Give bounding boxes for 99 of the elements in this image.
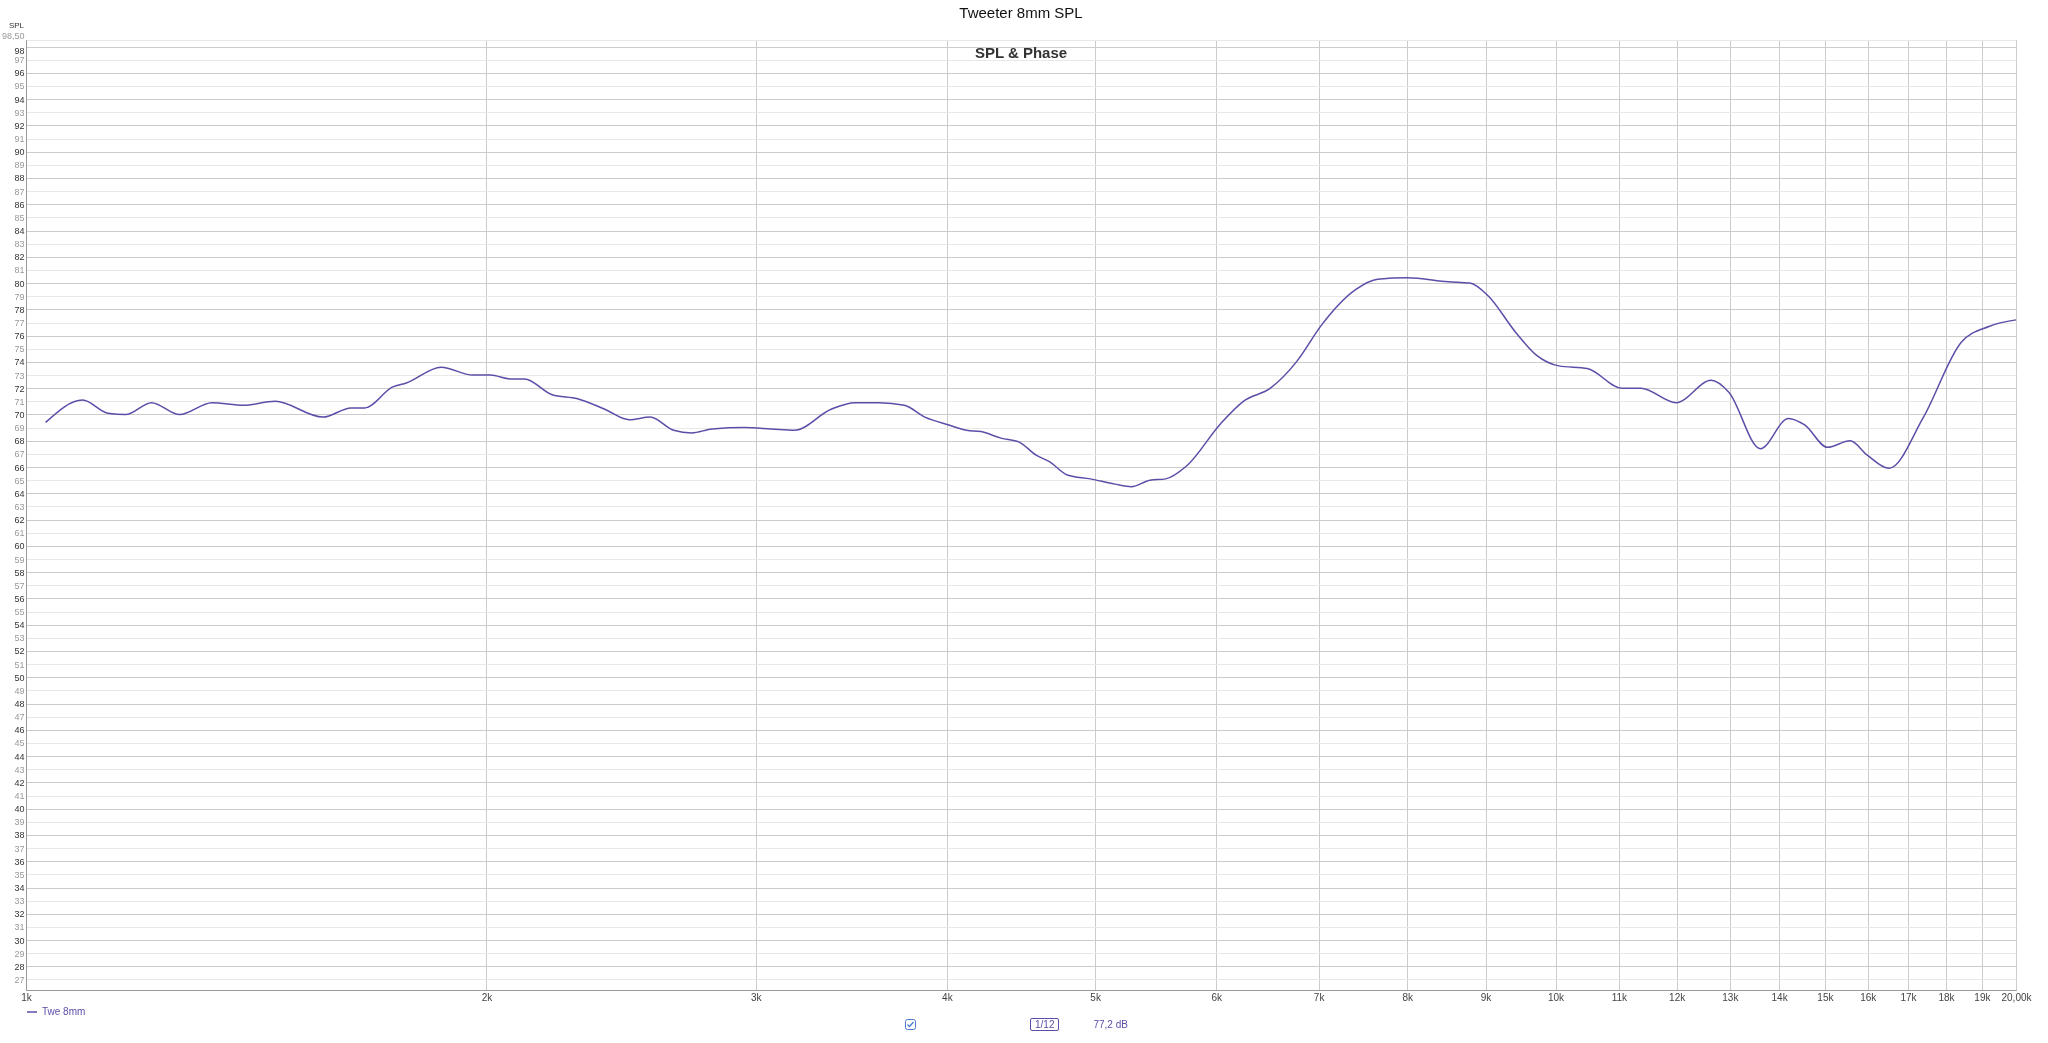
text: 77,2 dB [1093,1019,1128,1030]
y-tick-label: 63 [14,501,25,512]
y-tick-label: 44 [14,751,25,762]
y-tick-label: 66 [14,462,25,473]
x-tick-label: 7k [1313,991,1326,1003]
y-tick-label: 70 [14,409,25,420]
y-tick-label: 88 [14,173,25,184]
y-tick-label: 98 [14,46,25,57]
y-tick-label: 96 [14,68,25,79]
y-tick-label: 93 [14,107,25,118]
legend-label: Twe 8mm [42,1006,86,1017]
x-tick-label: 12k [1669,991,1687,1003]
y-tick-label: 94 [14,94,25,105]
y-tick-label: 97 [14,55,25,66]
y-tick-label: 58 [14,567,25,578]
y-tick-label: 84 [14,226,25,237]
y-tick-label: 50 [14,672,25,683]
x-tick-label: 5k [1090,991,1102,1003]
y-tick-label: 35 [14,869,25,880]
x-tick-label: 16k [1860,991,1878,1003]
y-tick-label: 48 [14,699,25,710]
y-tick-label: 36 [14,856,25,867]
y-tick-label: 54 [14,620,25,631]
x-tick-label: 2k [481,991,494,1003]
x-tick-label: 8k [1402,991,1415,1003]
y-tick-label: 39 [14,817,25,828]
y-tick-label: 49 [14,685,25,696]
y-tick-label: 60 [14,541,25,552]
y-tick-label: 37 [14,843,25,854]
y-tick-label: 64 [14,488,25,499]
y-tick-label: 98,50 [1,30,25,41]
y-tick-label: 28 [14,961,25,972]
y-tick-label: 73 [14,370,25,381]
y-tick-label: 86 [14,199,25,210]
y-tick-label: 62 [14,515,25,526]
x-tick-label: 4k [942,991,954,1003]
x-tick-label: 17k [1900,991,1918,1003]
y-tick-label: 79 [14,291,25,302]
x-tick-label: 9k [1480,991,1493,1003]
y-tick-label: 81 [14,265,25,276]
x-tick-label: 13k [1722,991,1740,1003]
y-tick-label: 33 [14,896,25,907]
x-tick-label: 19k [1974,991,1992,1003]
y-tick-label: 41 [14,791,25,802]
y-axis-title: SPL [8,21,25,30]
y-tick-label: 27 [14,974,25,985]
y-tick-label: 47 [14,712,25,723]
text: 1/12 [1030,1018,1060,1031]
y-tick-label: 91 [14,134,25,145]
x-tick-label: 18k [1938,991,1956,1003]
x-tick-label: 14k [1771,991,1789,1003]
y-tick-label: 53 [14,633,25,644]
x-tick-label: 6k [1211,991,1224,1003]
y-tick-label: 38 [14,830,25,841]
x-tick-label: 11k [1611,991,1629,1003]
y-tick-label: 61 [14,528,25,539]
y-tick-label: 42 [14,777,25,788]
x-tick-label: 1k [21,991,33,1003]
x-tick-label: 20,00k [2001,991,2033,1003]
y-tick-label: 56 [14,593,25,604]
y-tick-label: 32 [14,909,25,920]
y-tick-label: 67 [14,449,25,460]
y-tick-label: 95 [14,81,25,92]
y-tick-label: 76 [14,331,25,342]
x-tick-label: 3k [751,991,763,1003]
y-tick-label: 92 [14,120,25,131]
y-tick-label: 31 [14,922,25,933]
y-tick-label: 75 [14,344,25,355]
y-tick-label: 90 [14,147,25,158]
y-tick-label: 68 [14,436,25,447]
y-tick-label: 29 [14,948,25,959]
x-tick-label: 10k [1547,991,1566,1003]
y-tick-label: 89 [14,160,25,171]
y-tick-label: 78 [14,304,25,315]
y-tick-label: 72 [14,383,25,394]
y-tick-label: 43 [14,764,25,775]
y-tick-label: 85 [14,212,25,223]
y-tick-label: 80 [14,278,25,289]
y-tick-label: 65 [14,475,25,486]
y-tick-label: 40 [14,804,25,815]
chart-subtitle: SPL & Phase [974,44,1068,61]
y-tick-label: 83 [14,239,25,250]
x-tick-label: 15k [1817,991,1835,1003]
y-tick-label: 82 [14,252,25,263]
y-tick-label: 51 [14,659,25,670]
y-tick-label: 87 [14,186,25,197]
y-tick-label: 52 [14,646,25,657]
y-tick-label: 74 [14,357,25,368]
y-tick-label: 45 [14,738,25,749]
y-tick-label: 57 [14,580,25,591]
y-tick-label: 59 [14,554,25,565]
y-tick-label: 77 [14,318,25,328]
y-tick-label: 69 [14,423,25,434]
y-tick-label: 55 [14,607,25,618]
y-tick-label: 34 [14,883,25,894]
y-tick-label: 71 [14,396,25,407]
chart-title: Tweeter 8mm SPL [959,4,1083,21]
y-tick-label: 30 [14,935,25,946]
y-tick-label: 46 [14,725,25,736]
